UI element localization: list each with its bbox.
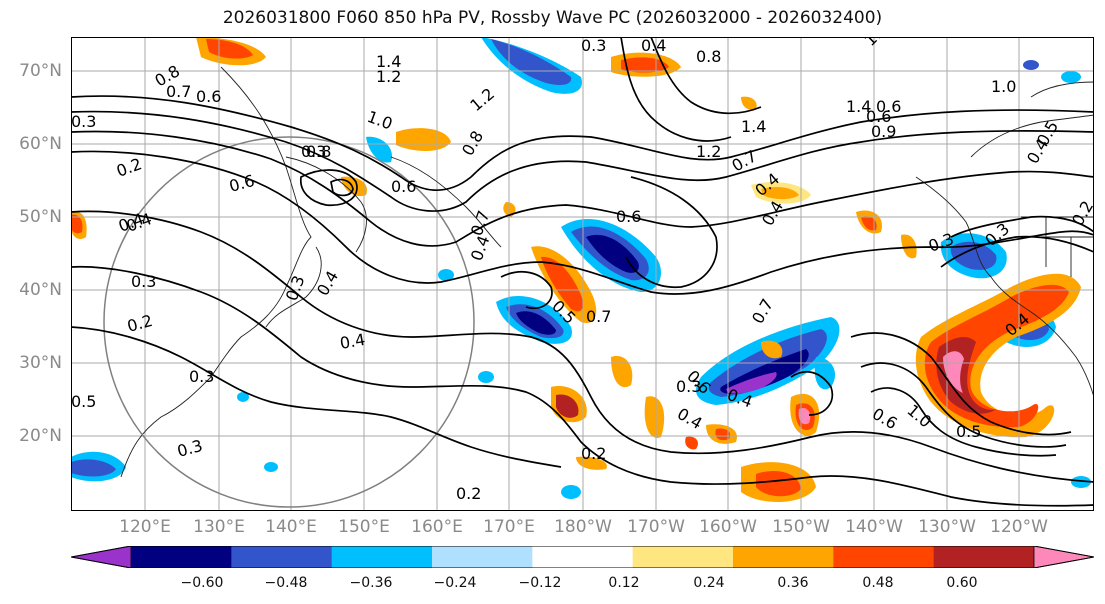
pv-map: 0.3 0.4 1.4 0.8 1.2 1.0 0.3 0.4 0.8 0.7 …: [71, 37, 1094, 511]
contour-label: 0.7: [586, 307, 611, 326]
chart-title: 2026031800 F060 850 hPa PV, Rossby Wave …: [222, 8, 883, 28]
contour-label: 0.3: [131, 272, 156, 291]
lon-label-160e: 160°E: [411, 517, 463, 537]
contour-label: 0.6: [876, 97, 901, 116]
contour-label: 0.9: [871, 122, 896, 141]
colorbar-tick-label: −0.36: [349, 575, 393, 591]
contour-label: 0.3: [301, 142, 326, 161]
pv-contours: [71, 37, 1094, 507]
contour-label: 0.3: [71, 112, 96, 131]
lon-label-140w: 140°W: [845, 517, 903, 537]
contour-label: 0.3: [189, 367, 214, 386]
contour-label: 1.4: [376, 52, 401, 71]
colorbar-segment: [833, 546, 935, 568]
colorbar-tick-label: −0.24: [433, 575, 477, 591]
colorbar-segment: [733, 546, 834, 568]
contour-label: 0.3: [676, 377, 701, 396]
lon-label-180w: 180°W: [554, 517, 612, 537]
contour-label: 0.8: [306, 142, 331, 161]
contour-label: 0.2: [456, 484, 481, 503]
colorbar-tick-label: 0.48: [862, 575, 894, 591]
lon-label-150w: 150°W: [772, 517, 830, 537]
lat-label-70: 70°N: [19, 61, 62, 81]
map-grid: [71, 37, 1094, 511]
colorbar-tick-label: 0.60: [946, 575, 978, 591]
lon-label-130w: 130°W: [918, 517, 976, 537]
colorbar-tick-label: −0.48: [264, 575, 308, 591]
colorbar-extend-low: [71, 546, 132, 568]
colorbar-segment: [331, 546, 433, 568]
contour-label: 0.4: [338, 330, 366, 353]
colorbar-tick-label: 0.36: [777, 575, 809, 591]
contour-label: 0.2: [581, 444, 606, 463]
lon-label-120e: 120°E: [119, 517, 171, 537]
contour-label: 0.6: [196, 87, 221, 106]
colorbar-segment: [432, 546, 533, 568]
lon-label-140e: 140°E: [265, 517, 317, 537]
colorbar-tick-label: 0.12: [608, 575, 640, 591]
colorbar-segment: [231, 546, 333, 568]
contour-label: 1.0: [991, 77, 1016, 96]
contour-label: 1.4: [846, 97, 871, 116]
reference-circle: [103, 136, 475, 508]
lon-label-160w: 160°W: [699, 517, 757, 537]
contour-label: 0.6: [616, 207, 641, 226]
contour-label: 1.4: [741, 117, 766, 136]
lon-label-170e: 170°E: [483, 517, 535, 537]
colorbar-segment: [933, 546, 1035, 568]
lon-label-170w: 170°W: [627, 517, 685, 537]
lat-label-30: 30°N: [19, 353, 62, 373]
colorbar-tick-label: −0.60: [180, 575, 224, 591]
lat-label-20: 20°N: [19, 426, 62, 446]
lat-label-40: 40°N: [19, 280, 62, 300]
colorbar: [71, 546, 1094, 568]
contour-label: 0.5: [71, 392, 96, 411]
colorbar-tick-label: 0.24: [693, 575, 725, 591]
lat-label-60: 60°N: [19, 134, 62, 154]
colorbar-segment: [532, 546, 634, 568]
colorbar-tick-label: −0.12: [518, 575, 562, 591]
lon-label-130e: 130°E: [193, 517, 245, 537]
colorbar-extend-high: [1033, 546, 1094, 568]
contour-label: 1.2: [696, 142, 721, 161]
colorbar-segment: [632, 546, 734, 568]
contour-label: 0.3: [581, 37, 606, 55]
coastlines: [120, 66, 1094, 478]
contour-label: 0.6: [866, 107, 891, 126]
contour-label: 0.8: [696, 47, 721, 66]
contour-label: 0.6: [391, 177, 416, 196]
contour-label: 0.4: [641, 37, 666, 55]
contour-label: 1.2: [376, 67, 401, 86]
lon-label-120w: 120°W: [990, 517, 1048, 537]
lat-label-50: 50°N: [19, 207, 62, 227]
contour-label: 0.7: [166, 82, 191, 101]
contour-label: 0.5: [956, 422, 981, 441]
colorbar-segment: [131, 546, 232, 568]
lon-label-150e: 150°E: [338, 517, 390, 537]
